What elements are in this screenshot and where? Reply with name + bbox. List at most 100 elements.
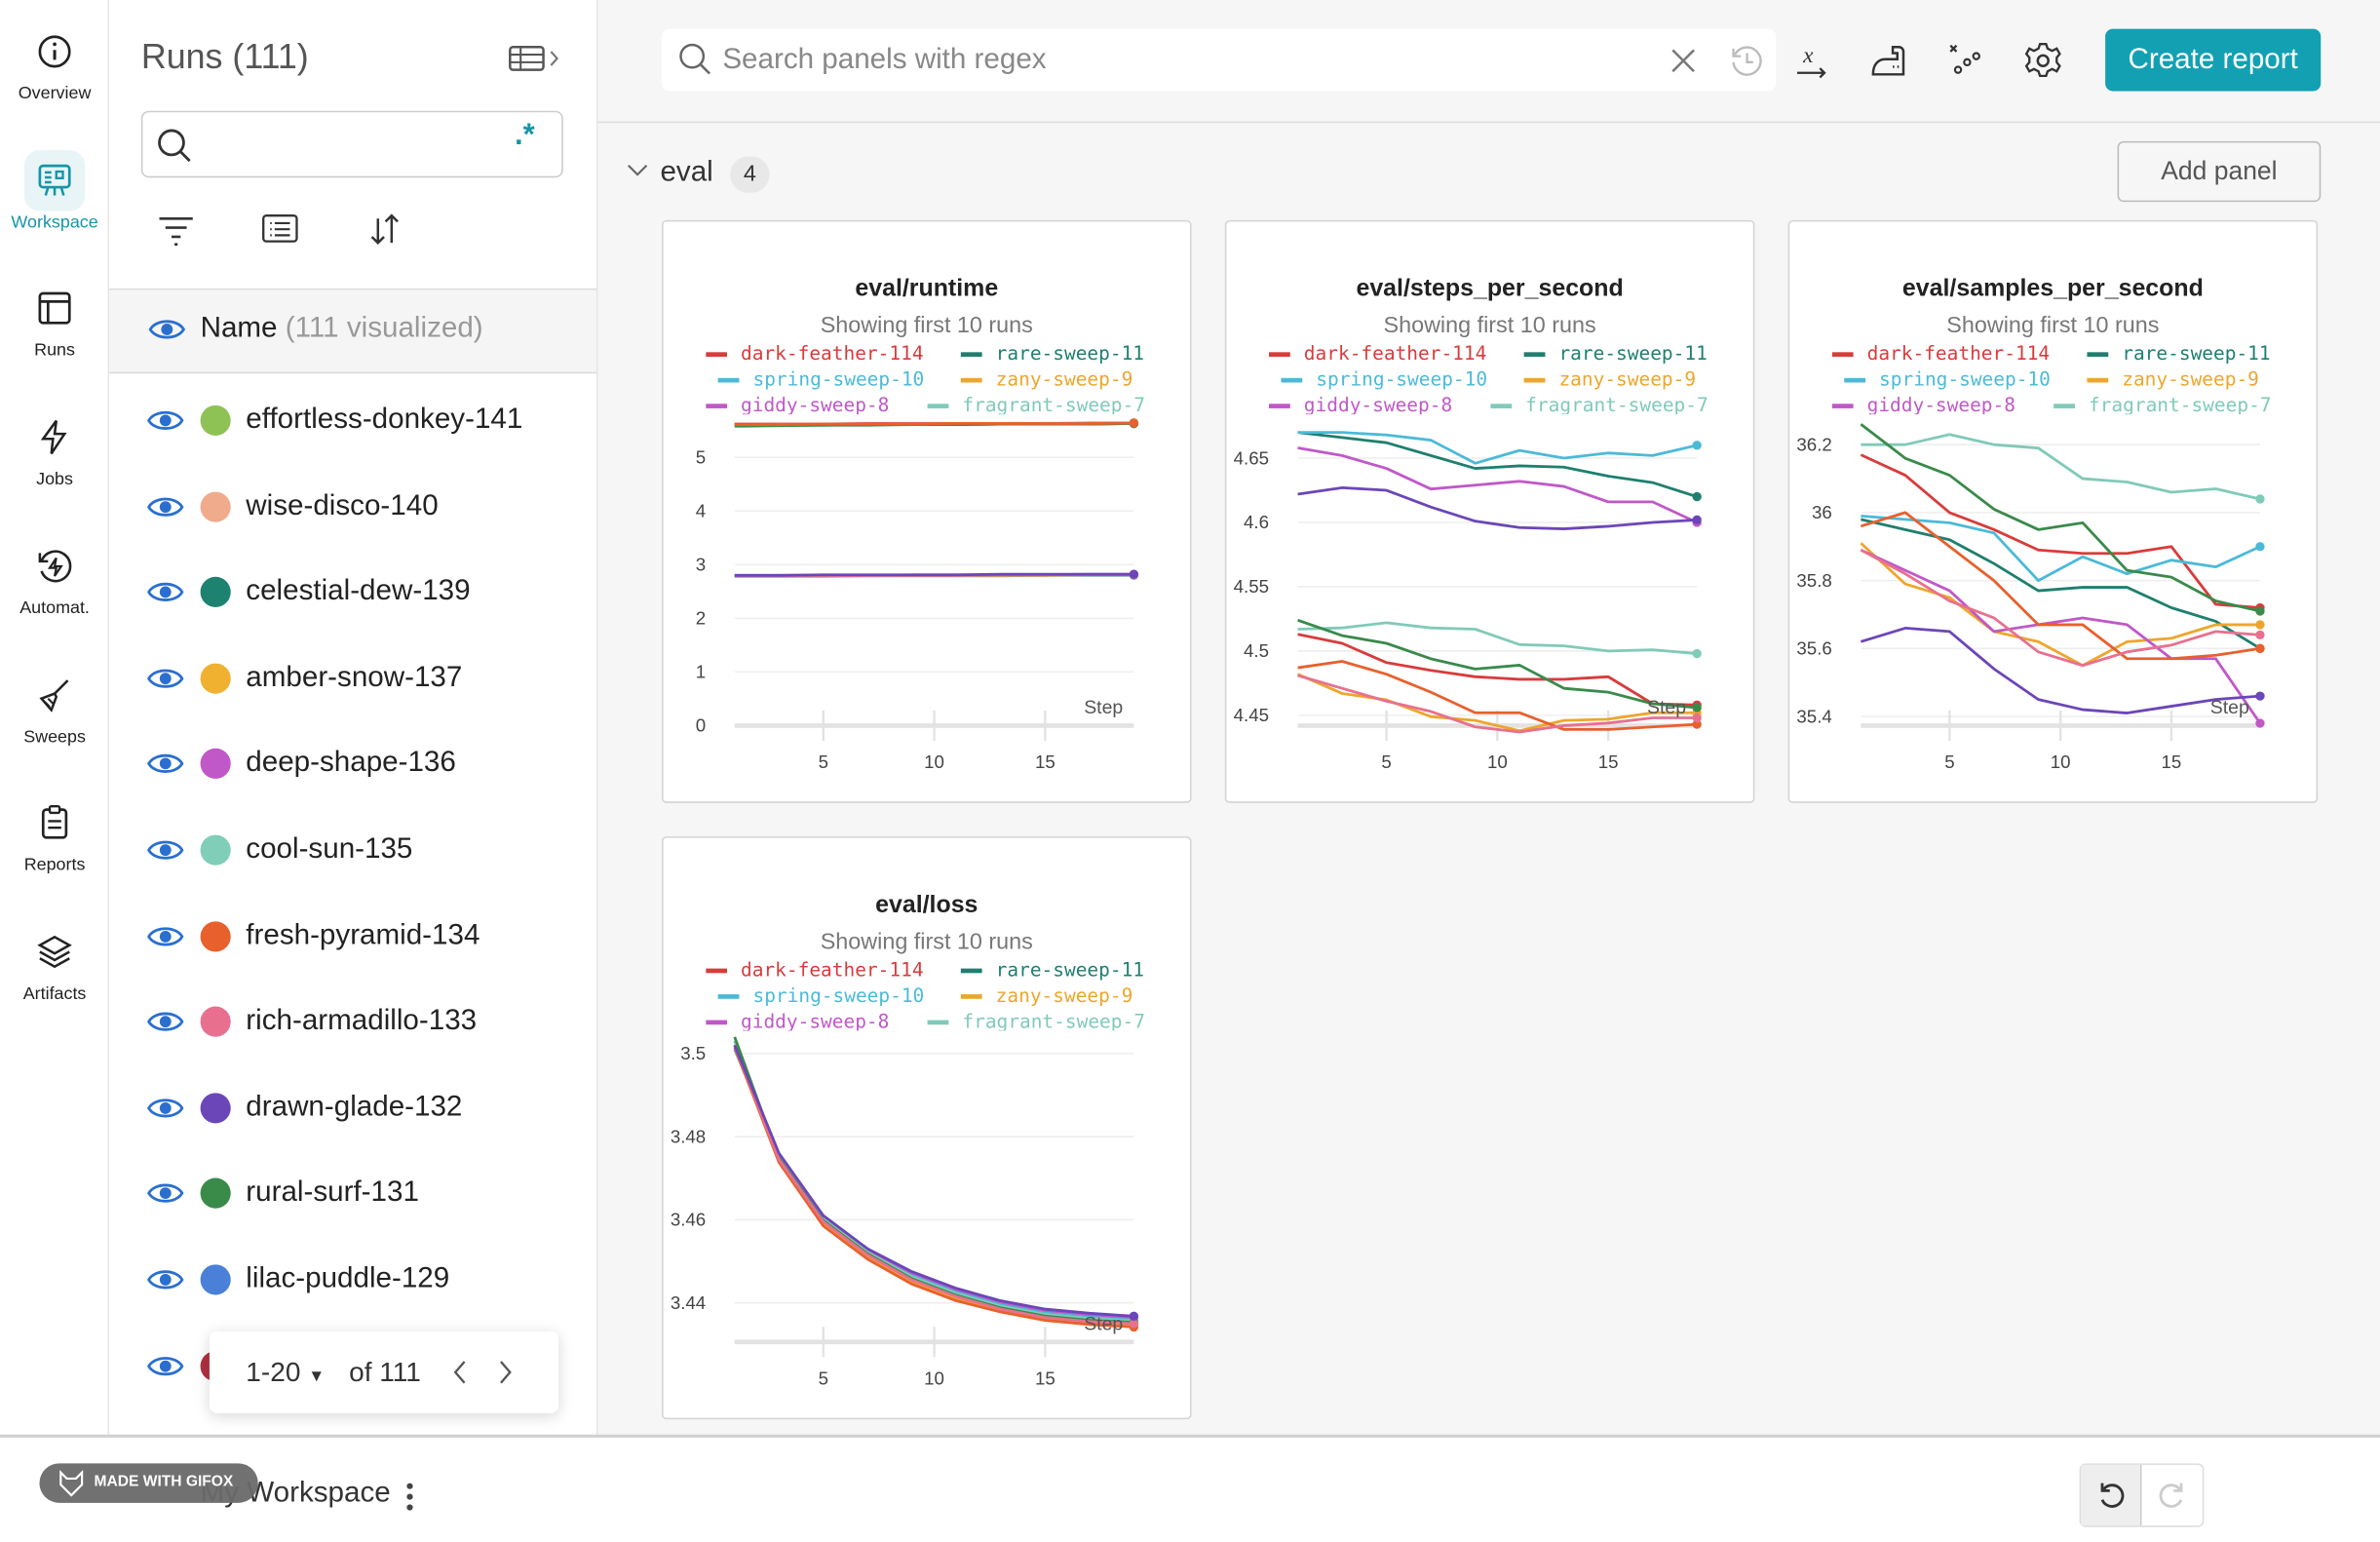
regex-toggle[interactable]: .* xyxy=(514,118,535,152)
series-line[interactable] xyxy=(1298,675,1698,731)
run-name[interactable]: celestial-dew-139 xyxy=(246,575,471,608)
run-name[interactable]: drawn-glade-132 xyxy=(246,1091,463,1124)
history-icon[interactable] xyxy=(1729,43,1765,79)
eye-icon[interactable] xyxy=(147,494,184,519)
series-line[interactable] xyxy=(1861,520,2260,648)
section-toggle[interactable] xyxy=(626,158,650,190)
runs-search-input[interactable]: .* xyxy=(140,110,563,178)
eye-icon[interactable] xyxy=(147,580,184,604)
series-line[interactable] xyxy=(1861,550,2260,723)
run-name[interactable]: wise-disco-140 xyxy=(246,489,439,522)
series-line[interactable] xyxy=(1298,447,1698,522)
nav-item-jobs[interactable]: Jobs xyxy=(0,407,109,489)
create-report-button[interactable]: Create report xyxy=(2105,28,2322,92)
eye-icon[interactable] xyxy=(147,752,184,777)
run-color-dot[interactable] xyxy=(200,1093,231,1124)
page-size-select[interactable]: 1-20 ▼ xyxy=(246,1357,325,1389)
run-color-dot[interactable] xyxy=(200,1178,231,1210)
run-name[interactable]: fresh-pyramid-134 xyxy=(246,919,480,951)
legend-item[interactable]: zany-sweep-9 xyxy=(1523,367,1696,390)
series-line[interactable] xyxy=(1861,628,2260,713)
series-line[interactable] xyxy=(1861,543,2260,665)
legend-item[interactable]: spring-sweep-10 xyxy=(1844,367,2051,390)
series-line[interactable] xyxy=(1298,620,1698,708)
legend-item[interactable]: dark-feather-114 xyxy=(706,341,924,365)
nav-item-overview[interactable]: Overview xyxy=(0,21,109,103)
run-row[interactable]: effortless-donkey-141 xyxy=(109,390,596,450)
run-color-dot[interactable] xyxy=(200,834,231,866)
eye-icon[interactable] xyxy=(147,838,184,863)
group-icon[interactable] xyxy=(261,212,300,246)
series-line[interactable] xyxy=(1861,516,2260,580)
run-row[interactable]: fresh-pyramid-134 xyxy=(109,906,596,966)
chart-panel[interactable]: eval/loss Showing first 10 runs 3.44 3.46 3.… xyxy=(662,836,1192,1420)
legend-item[interactable]: zany-sweep-9 xyxy=(2087,367,2259,390)
legend-item[interactable]: spring-sweep-10 xyxy=(717,367,924,390)
eye-icon[interactable] xyxy=(147,1096,184,1120)
legend-item[interactable]: fragrant-sweep-7 xyxy=(927,393,1145,414)
legend-item[interactable]: giddy-sweep-8 xyxy=(706,1010,889,1030)
series-line[interactable] xyxy=(1298,433,1698,464)
run-name[interactable]: effortless-donkey-141 xyxy=(246,404,523,436)
chart-panel[interactable]: eval/runtime Showing first 10 runs 0 1 2 3 4 5 5… xyxy=(662,219,1192,803)
legend-item[interactable]: rare-sweep-11 xyxy=(960,341,1144,365)
series-line[interactable] xyxy=(735,1045,1134,1316)
series-line[interactable] xyxy=(735,423,1134,425)
run-color-dot[interactable] xyxy=(200,1264,231,1295)
series-line[interactable] xyxy=(1298,635,1698,706)
series-line[interactable] xyxy=(735,1048,1134,1328)
add-panel-button[interactable]: Add panel xyxy=(2117,140,2322,203)
nav-item-reports[interactable]: Reports xyxy=(0,792,109,874)
run-color-dot[interactable] xyxy=(200,1006,231,1037)
run-row[interactable]: cool-sun-135 xyxy=(109,820,596,880)
chart-panel[interactable]: eval/samples_per_second Showing first 10 … xyxy=(1787,219,2319,803)
nav-item-artifacts[interactable]: Artifacts xyxy=(0,921,109,1003)
table-expand-icon[interactable] xyxy=(507,43,564,84)
series-line[interactable] xyxy=(1861,550,2260,666)
eye-icon[interactable] xyxy=(148,317,186,341)
series-line[interactable] xyxy=(1298,675,1698,732)
legend-item[interactable]: rare-sweep-11 xyxy=(960,958,1144,981)
series-line[interactable] xyxy=(1298,623,1698,654)
run-color-dot[interactable] xyxy=(200,920,231,951)
legend-item[interactable]: dark-feather-114 xyxy=(706,958,924,981)
legend-item[interactable]: fragrant-sweep-7 xyxy=(927,1010,1145,1030)
legend-item[interactable]: zany-sweep-9 xyxy=(960,983,1132,1007)
run-row[interactable]: celestial-dew-139 xyxy=(109,562,596,623)
legend-item[interactable]: spring-sweep-10 xyxy=(717,983,924,1007)
undo-button[interactable] xyxy=(2081,1464,2142,1526)
series-line[interactable] xyxy=(1861,424,2260,611)
run-row[interactable]: drawn-glade-132 xyxy=(109,1077,596,1137)
x-axis-icon[interactable]: x xyxy=(1791,39,1834,82)
run-row[interactable]: wise-disco-140 xyxy=(109,476,596,536)
gear-icon[interactable] xyxy=(2021,39,2064,82)
run-name[interactable]: rich-armadillo-133 xyxy=(246,1005,478,1037)
filter-icon[interactable] xyxy=(156,212,195,247)
run-row[interactable]: deep-shape-136 xyxy=(109,734,596,794)
run-name[interactable]: lilac-puddle-129 xyxy=(246,1262,450,1295)
smoothing-iron-icon[interactable] xyxy=(1867,39,1910,82)
legend-item[interactable]: fragrant-sweep-7 xyxy=(1490,393,1708,414)
legend-item[interactable]: rare-sweep-11 xyxy=(2087,341,2271,365)
series-line[interactable] xyxy=(735,1045,1134,1324)
legend-item[interactable]: giddy-sweep-8 xyxy=(1831,393,2015,414)
prev-page-icon[interactable] xyxy=(451,1359,470,1386)
legend-item[interactable]: dark-feather-114 xyxy=(1831,341,2050,365)
close-icon[interactable] xyxy=(1670,47,1697,74)
legend-item[interactable]: spring-sweep-10 xyxy=(1281,367,1487,390)
legend-item[interactable]: dark-feather-114 xyxy=(1268,341,1486,365)
series-line[interactable] xyxy=(1861,513,2260,659)
eye-icon[interactable] xyxy=(147,924,184,948)
run-name[interactable]: amber-snow-137 xyxy=(246,661,463,694)
run-row[interactable]: lilac-puddle-129 xyxy=(109,1250,596,1310)
run-row[interactable]: rich-armadillo-133 xyxy=(109,991,596,1052)
more-options-icon[interactable] xyxy=(403,1480,415,1513)
run-name[interactable]: deep-shape-136 xyxy=(246,747,456,780)
eye-icon[interactable] xyxy=(147,1267,184,1291)
run-color-dot[interactable] xyxy=(200,577,231,608)
eye-icon[interactable] xyxy=(147,1354,184,1378)
legend-item[interactable]: rare-sweep-11 xyxy=(1523,341,1708,365)
sort-icon[interactable] xyxy=(367,210,403,249)
chart-panel[interactable]: eval/steps_per_second Showing first 10 ru… xyxy=(1224,219,1755,803)
series-line[interactable] xyxy=(1298,661,1698,729)
